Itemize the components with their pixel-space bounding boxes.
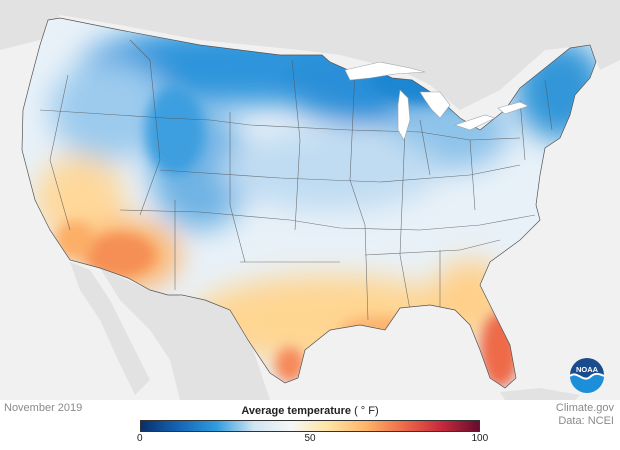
legend-tick-min: 0 [137, 433, 143, 444]
legend-unit: ( ° F) [354, 405, 379, 417]
state-boundaries [39, 39, 553, 321]
canada-landmass [0, 0, 620, 110]
cuba-landmass [500, 388, 580, 400]
svg-text:NOAA: NOAA [576, 365, 599, 374]
legend-tick-max: 100 [471, 433, 489, 444]
date-label: November 2019 [4, 402, 83, 414]
baja-landmass [70, 262, 150, 395]
credit-data: Data: NCEI [558, 415, 614, 427]
temperature-map: NOAA [0, 0, 620, 400]
great-lakes [344, 61, 529, 141]
color-scale-bar [140, 420, 480, 432]
noaa-logo: NOAA [569, 357, 605, 393]
mexico-landmass [100, 268, 270, 400]
credits: Climate.gov Data: NCEI [556, 402, 614, 428]
legend-title: Average temperature ( ° F) [140, 405, 480, 417]
legend-title-text: Average temperature [241, 405, 351, 417]
credit-source: Climate.gov [555, 402, 614, 414]
legend-tick-mid: 50 [304, 433, 316, 444]
